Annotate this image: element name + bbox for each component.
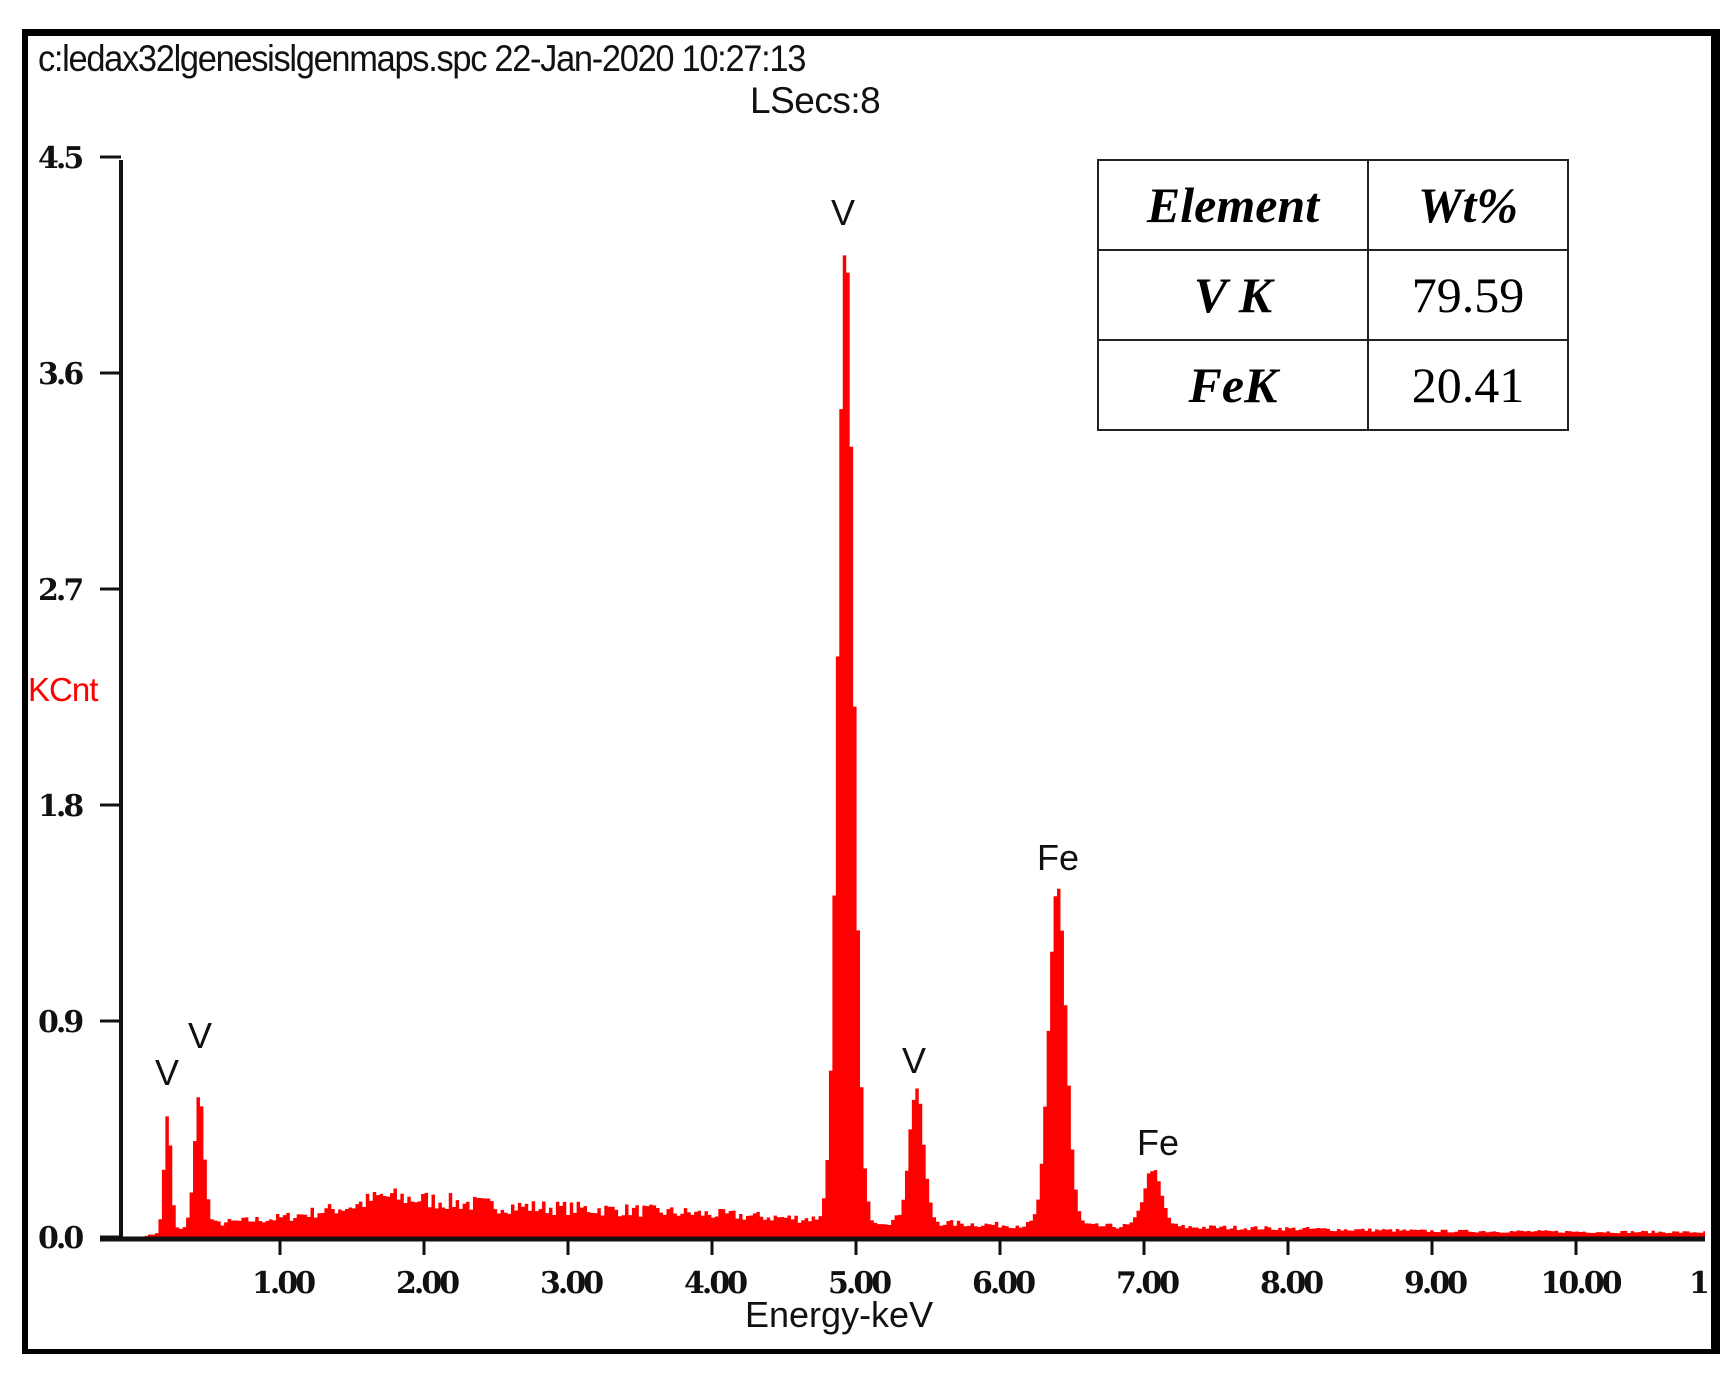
- x-tick-label: 8.00: [1260, 1266, 1323, 1301]
- y-tick-label: 0.9: [38, 1005, 82, 1040]
- x-tick-label: 6.00: [972, 1266, 1035, 1301]
- x-tick-label: 4.00: [684, 1266, 747, 1301]
- axes: [100, 160, 1705, 1242]
- x-axis-ticks: 1.00 2.00 3.00 4.00 5.00 6.00 7.00 8.00 9.00 10.0…: [252, 1239, 1710, 1301]
- peak-label: V: [902, 1040, 926, 1081]
- peak-label: Fe: [1137, 1122, 1179, 1163]
- wt-cell: 79.59: [1367, 249, 1569, 341]
- y-tick-label: 2.7: [38, 573, 82, 608]
- table-row: FeK 20.41: [1097, 339, 1569, 431]
- header-element: Element: [1097, 159, 1369, 251]
- table-header-row: Element Wt%: [1097, 159, 1569, 251]
- peak-label: V: [188, 1015, 212, 1056]
- x-tick-label: 5.00: [828, 1266, 891, 1301]
- peak-label: V: [831, 192, 855, 233]
- y-tick-label: 0.0: [38, 1221, 83, 1256]
- x-tick-label: 1.00: [252, 1266, 315, 1301]
- x-tick-label: 7.00: [1116, 1266, 1179, 1301]
- y-axis-ticks: 0.0 0.9 1.8 2.7 3.6 4.5: [38, 141, 121, 1256]
- spectrum-file-info: c:ledax32lgenesislgenmaps.spc 22-Jan-202…: [38, 38, 806, 79]
- x-tick-label: 1: [1689, 1266, 1707, 1301]
- table-row: V K 79.59: [1097, 249, 1569, 341]
- peak-label: V: [155, 1052, 179, 1093]
- x-tick-label: 3.00: [540, 1266, 603, 1301]
- x-tick-label: 9.00: [1404, 1266, 1467, 1301]
- header-wt-percent: Wt%: [1367, 159, 1569, 251]
- wt-cell: 20.41: [1367, 339, 1569, 431]
- y-axis-label: KCnt: [28, 671, 98, 708]
- peak-label: Fe: [1037, 837, 1079, 878]
- x-tick-label: 2.00: [396, 1266, 459, 1301]
- y-tick-label: 4.5: [38, 141, 82, 176]
- x-axis-label: Energy-keV: [745, 1294, 933, 1335]
- composition-table: Element Wt% V K 79.59 FeK 20.41: [1097, 159, 1569, 431]
- element-cell: FeK: [1097, 339, 1369, 431]
- live-seconds: LSecs:8: [750, 80, 881, 121]
- y-tick-label: 3.6: [38, 357, 83, 392]
- y-tick-label: 1.8: [38, 789, 83, 824]
- element-cell: V K: [1097, 249, 1369, 341]
- x-tick-label: 10.00: [1541, 1266, 1622, 1301]
